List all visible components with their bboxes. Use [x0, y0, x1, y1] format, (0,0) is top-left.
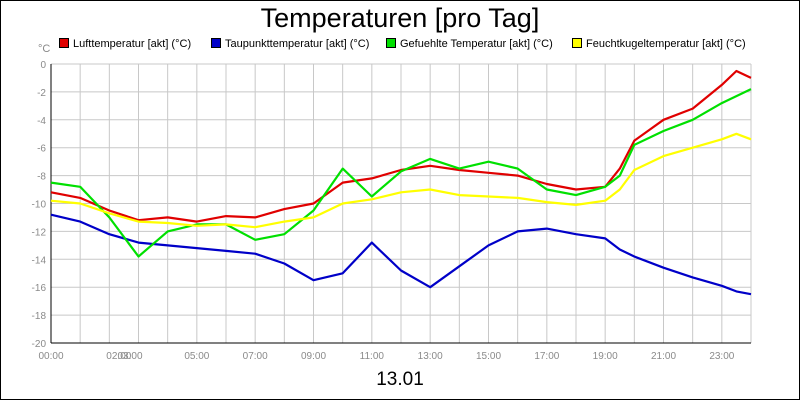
y-tick-label: -6	[37, 144, 46, 155]
legend-label-feuchtkugeltemperatur: Feuchtkugeltemperatur [akt] (°C)	[586, 38, 746, 50]
y-tick-label: -18	[32, 311, 47, 322]
y-tick-label: -4	[37, 116, 46, 127]
legend-item-gefuehlte-temperatur: Gefuehlte Temperatur [akt] (°C)	[386, 38, 553, 50]
legend-item-feuchtkugeltemperatur: Feuchtkugeltemperatur [akt] (°C)	[572, 38, 746, 50]
legend-label-lufttemperatur: Lufttemperatur [akt] (°C)	[73, 38, 192, 50]
x-tick-label: 13:00	[418, 351, 443, 362]
x-tick-label: 02:00	[106, 351, 131, 362]
x-tick-label: 21:00	[651, 351, 676, 362]
x-tick-label: 11:00	[360, 351, 385, 362]
chart-title: Temperaturen [pro Tag]	[260, 3, 540, 33]
legend-swatch-lufttemperatur	[59, 38, 69, 48]
x-axis-date-label: 13.01	[376, 369, 424, 390]
x-tick-label: 17:00	[534, 351, 559, 362]
x-tick-label: 05:00	[184, 351, 209, 362]
y-tick-label: 0	[40, 60, 46, 71]
y-tick-label: -20	[32, 339, 47, 350]
y-tick-label: -2	[37, 88, 46, 99]
x-tick-label: 00:00	[38, 351, 63, 362]
series-line-3	[50, 132, 752, 229]
x-tick-label: 03:00	[118, 351, 143, 362]
legend-item-lufttemperatur: Lufttemperatur [akt] (°C)	[59, 38, 191, 50]
x-tick-label: 15:00	[476, 351, 501, 362]
legend-swatch-taupunkttemperatur	[211, 38, 221, 48]
series-line-1	[50, 213, 752, 296]
y-tick-label: -10	[32, 200, 47, 211]
legend-label-gefuehlte-temperatur: Gefuehlte Temperatur [akt] (°C)	[400, 38, 553, 50]
x-tick-label: 19:00	[593, 351, 618, 362]
legend-label-taupunkttemperatur: Taupunkttemperatur [akt] (°C)	[225, 38, 370, 50]
series-line-0	[50, 69, 752, 223]
x-tick-label: 09:00	[301, 351, 326, 362]
y-tick-label: -12	[32, 227, 47, 238]
legend-item-taupunkttemperatur: Taupunkttemperatur [akt] (°C)	[211, 38, 369, 50]
legend-swatch-feuchtkugeltemperatur	[572, 38, 582, 48]
x-tick-label: 07:00	[243, 351, 268, 362]
y-axis-unit-label: °C	[38, 43, 51, 55]
series-line-2	[50, 88, 752, 258]
legend-swatch-gefuehlte-temperatur	[386, 38, 396, 48]
y-tick-label: -16	[32, 283, 47, 294]
y-tick-label: -14	[32, 255, 47, 266]
x-tick-label: 23:00	[709, 351, 734, 362]
y-tick-label: -8	[37, 172, 46, 183]
